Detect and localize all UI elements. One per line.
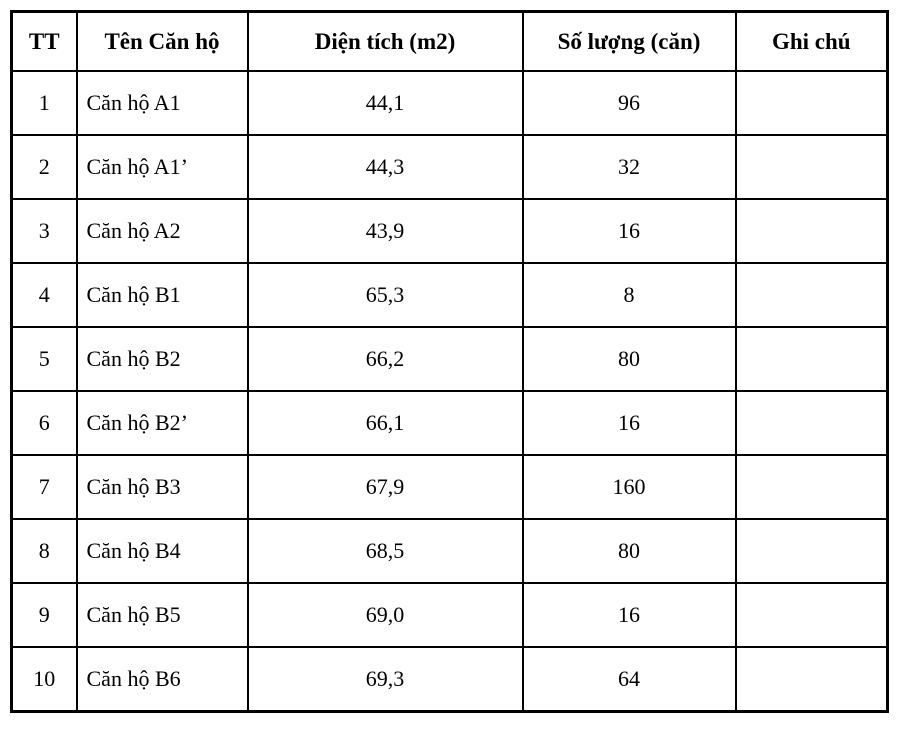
cell-tt: 3: [10, 198, 78, 264]
cell-tt: 5: [10, 326, 78, 392]
cell-area: 67,9: [246, 454, 524, 520]
table-row: 5 Căn hộ B2 66,2 80: [10, 326, 889, 392]
column-header-name: Tên Căn hộ: [75, 10, 249, 72]
cell-tt: 4: [10, 262, 78, 328]
cell-note: [734, 390, 889, 456]
cell-quantity: 16: [521, 390, 737, 456]
cell-name: Căn hộ B1: [75, 262, 249, 328]
cell-note: [734, 454, 889, 520]
cell-name: Căn hộ B2: [75, 326, 249, 392]
cell-name: Căn hộ B5: [75, 582, 249, 648]
table-row: 7 Căn hộ B3 67,9 160: [10, 454, 889, 520]
cell-tt: 6: [10, 390, 78, 456]
table-row: 4 Căn hộ B1 65,3 8: [10, 262, 889, 328]
cell-tt: 10: [10, 646, 78, 713]
table-header: TT Tên Căn hộ Diện tích (m2) Số lượng (c…: [10, 10, 889, 72]
column-header-area: Diện tích (m2): [246, 10, 524, 72]
cell-quantity: 16: [521, 198, 737, 264]
table-body: 1 Căn hộ A1 44,1 96 2 Căn hộ A1’ 44,3 32…: [10, 70, 889, 713]
header-row: TT Tên Căn hộ Diện tích (m2) Số lượng (c…: [10, 10, 889, 72]
cell-area: 66,2: [246, 326, 524, 392]
table-row: 2 Căn hộ A1’ 44,3 32: [10, 134, 889, 200]
column-header-note: Ghi chú: [734, 10, 889, 72]
table-row: 9 Căn hộ B5 69,0 16: [10, 582, 889, 648]
cell-area: 44,1: [246, 70, 524, 136]
cell-note: [734, 262, 889, 328]
cell-quantity: 96: [521, 70, 737, 136]
cell-note: [734, 134, 889, 200]
cell-name: Căn hộ A1’: [75, 134, 249, 200]
cell-tt: 1: [10, 70, 78, 136]
cell-name: Căn hộ B2’: [75, 390, 249, 456]
cell-area: 66,1: [246, 390, 524, 456]
table-row: 10 Căn hộ B6 69,3 64: [10, 646, 889, 713]
cell-name: Căn hộ B4: [75, 518, 249, 584]
column-header-tt: TT: [10, 10, 78, 72]
table-row: 6 Căn hộ B2’ 66,1 16: [10, 390, 889, 456]
cell-area: 68,5: [246, 518, 524, 584]
cell-area: 65,3: [246, 262, 524, 328]
cell-note: [734, 518, 889, 584]
cell-name: Căn hộ B3: [75, 454, 249, 520]
cell-area: 69,3: [246, 646, 524, 713]
cell-name: Căn hộ A2: [75, 198, 249, 264]
cell-note: [734, 582, 889, 648]
cell-quantity: 80: [521, 518, 737, 584]
cell-area: 44,3: [246, 134, 524, 200]
cell-quantity: 32: [521, 134, 737, 200]
cell-tt: 8: [10, 518, 78, 584]
cell-area: 43,9: [246, 198, 524, 264]
cell-note: [734, 646, 889, 713]
cell-name: Căn hộ B6: [75, 646, 249, 713]
cell-quantity: 80: [521, 326, 737, 392]
cell-tt: 2: [10, 134, 78, 200]
cell-note: [734, 198, 889, 264]
cell-quantity: 64: [521, 646, 737, 713]
apartment-table: TT Tên Căn hộ Diện tích (m2) Số lượng (c…: [10, 10, 889, 713]
table-row: 8 Căn hộ B4 68,5 80: [10, 518, 889, 584]
cell-quantity: 16: [521, 582, 737, 648]
cell-tt: 7: [10, 454, 78, 520]
cell-note: [734, 70, 889, 136]
table-row: 3 Căn hộ A2 43,9 16: [10, 198, 889, 264]
cell-area: 69,0: [246, 582, 524, 648]
cell-name: Căn hộ A1: [75, 70, 249, 136]
table-row: 1 Căn hộ A1 44,1 96: [10, 70, 889, 136]
cell-quantity: 160: [521, 454, 737, 520]
cell-note: [734, 326, 889, 392]
column-header-quantity: Số lượng (căn): [521, 10, 737, 72]
cell-tt: 9: [10, 582, 78, 648]
cell-quantity: 8: [521, 262, 737, 328]
